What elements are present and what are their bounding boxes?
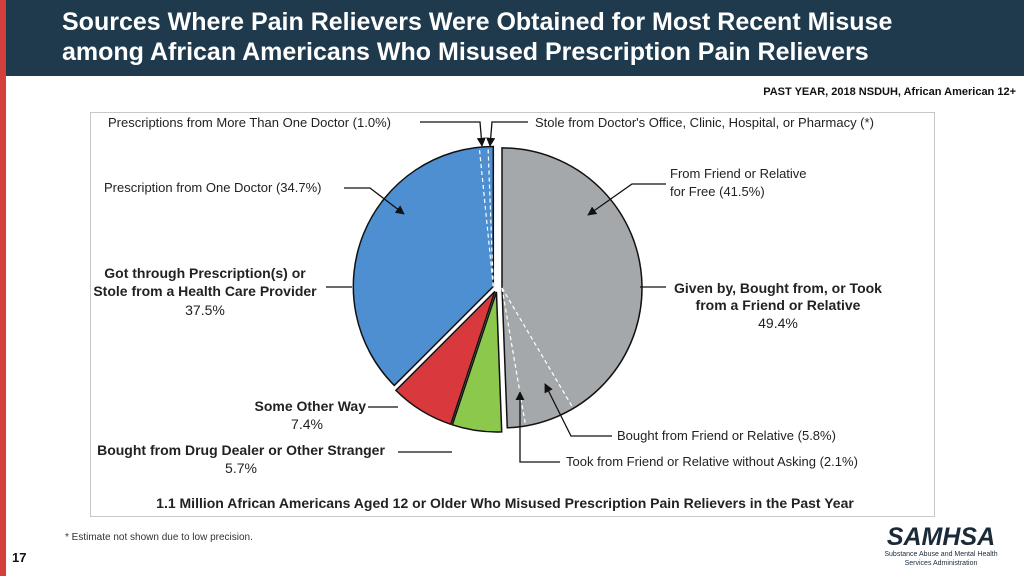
pie-slice-other: [394, 290, 496, 426]
pie-slice-friend: [501, 147, 643, 429]
leader-bought: [544, 383, 612, 437]
label-multi-doctor: Prescriptions from More Than One Doctor …: [108, 115, 391, 130]
label-other-pct: 7.4%: [291, 416, 323, 432]
label-other-name: Some Other Way: [254, 398, 366, 414]
leader-stole: [486, 121, 528, 147]
accent-bar: [0, 0, 6, 576]
leader-one-doctor: [344, 187, 405, 215]
label-stole-provider: Stole from Doctor's Office, Clinic, Hosp…: [535, 115, 874, 130]
sub-segment-divider: [501, 287, 574, 408]
leader-took: [515, 391, 560, 463]
label-friend-pct: 49.4%: [758, 315, 798, 331]
label-friend-line-1: Given by, Bought from, or Took: [674, 280, 882, 296]
leader-free: [587, 183, 666, 216]
label-bought-friend: Bought from Friend or Relative (5.8%): [617, 428, 836, 443]
label-free-line-1: From Friend or Relative: [670, 166, 807, 181]
logo-subtitle-1: Substance Abuse and Mental Health: [884, 551, 998, 558]
footnote: * Estimate not shown due to low precisio…: [65, 532, 253, 543]
label-provider-line-2: Stole from a Health Care Provider: [93, 283, 317, 299]
pie-slice-dealer: [451, 291, 503, 433]
samhsa-logo: SAMHSA Substance Abuse and Mental Health…: [876, 524, 1006, 568]
page-title-line-1: Sources Where Pain Relievers Were Obtain…: [62, 8, 893, 36]
label-free-line-2: for Free (41.5%): [670, 184, 765, 199]
label-provider-pct: 37.5%: [185, 302, 225, 318]
sub-segment-divider: [478, 148, 494, 287]
sub-segment-divider: [501, 287, 527, 426]
header-bar: [6, 0, 1024, 76]
page-number: 17: [12, 550, 27, 565]
pie-slice-provider: [352, 145, 495, 387]
label-one-doctor: Prescription from One Doctor (34.7%): [104, 180, 321, 195]
label-provider-line-1: Got through Prescription(s) or: [104, 265, 306, 281]
page-title-line-2: among African Americans Who Misused Pres…: [62, 38, 869, 66]
chart-title: 1.1 Million African Americans Aged 12 or…: [156, 495, 854, 511]
chart-subtitle: PAST YEAR, 2018 NSDUH, African American …: [763, 86, 1016, 98]
leader-multi-doctor: [420, 121, 486, 147]
label-friend-line-2: from a Friend or Relative: [696, 297, 861, 313]
logo-subtitle-2: Services Administration: [904, 560, 978, 567]
sub-segment-divider: [487, 147, 494, 287]
label-dealer-name: Bought from Drug Dealer or Other Strange…: [97, 442, 385, 458]
logo-wordmark: SAMHSA: [886, 523, 996, 551]
label-took-friend: Took from Friend or Relative without Ask…: [566, 454, 858, 469]
label-dealer-pct: 5.7%: [225, 460, 257, 476]
